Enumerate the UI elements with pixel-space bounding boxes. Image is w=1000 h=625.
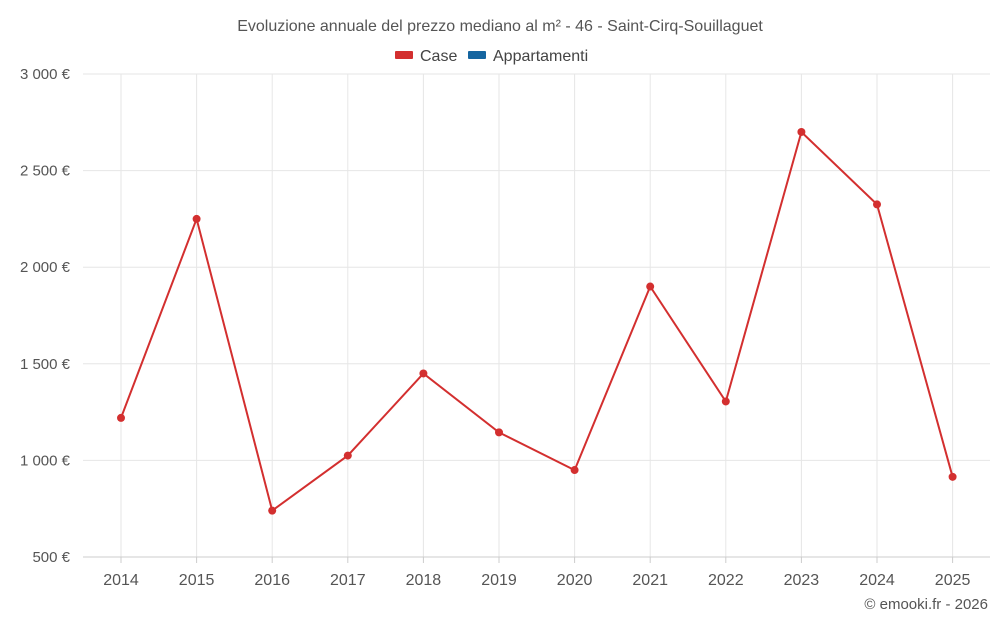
x-tick-label: 2021 <box>632 572 668 589</box>
data-point-case[interactable] <box>873 200 881 209</box>
data-point-case[interactable] <box>570 466 579 475</box>
data-point-case[interactable] <box>419 369 428 378</box>
data-point-case[interactable] <box>343 451 352 460</box>
x-tick-label: 2022 <box>708 572 744 589</box>
series-layer <box>117 127 957 515</box>
y-axis: 500 € 1 000 € 1 500 € 2 000 € 2 500 € 3 000 € <box>20 66 71 566</box>
y-tick-label: 1 500 € <box>20 356 71 373</box>
legend-swatch-appartamenti <box>468 51 486 59</box>
x-tick-label: 2016 <box>254 572 290 589</box>
legend-swatch-case <box>395 51 413 59</box>
data-point-case[interactable] <box>268 506 277 515</box>
x-grid <box>120 74 954 557</box>
legend: Case Appartamenti <box>395 48 588 65</box>
x-tick-label: 2025 <box>935 572 971 589</box>
data-point-case[interactable] <box>721 397 730 406</box>
data-point-case[interactable] <box>948 472 957 481</box>
x-tick-label: 2023 <box>784 572 820 589</box>
data-point-case[interactable] <box>117 413 125 422</box>
x-tick-label: 2020 <box>557 572 593 589</box>
x-tick-label: 2019 <box>481 572 517 589</box>
legend-label-appartamenti: Appartamenti <box>493 48 588 65</box>
data-point-case[interactable] <box>797 127 806 136</box>
x-tick-label: 2024 <box>859 572 895 589</box>
data-point-case[interactable] <box>646 282 655 291</box>
data-point-case[interactable] <box>495 428 503 437</box>
x-tick-label: 2014 <box>103 572 139 589</box>
y-grid <box>83 73 990 461</box>
legend-item-appartamenti[interactable]: Appartamenti <box>468 48 588 65</box>
series-line-case <box>120 130 954 513</box>
legend-label-case: Case <box>420 48 457 65</box>
y-tick-label: 500 € <box>32 549 70 566</box>
x-tick-label: 2017 <box>330 572 366 589</box>
legend-item-case[interactable]: Case <box>395 48 457 65</box>
data-point-case[interactable] <box>192 214 201 223</box>
y-tick-label: 1 000 € <box>20 452 71 469</box>
x-tick-label: 2015 <box>179 572 215 589</box>
y-tick-label: 2 000 € <box>20 259 71 276</box>
y-tick-label: 3 000 € <box>20 66 71 83</box>
chart-title: Evoluzione annuale del prezzo mediano al… <box>237 18 763 35</box>
x-axis: 2014 2015 2016 2017 2018 2019 2020 2021 2022 2023… <box>103 557 970 589</box>
x-tick-label: 2018 <box>406 572 442 589</box>
y-tick-label: 2 500 € <box>20 163 71 180</box>
credit-text: © emooki.fr - 2026 <box>864 596 988 613</box>
